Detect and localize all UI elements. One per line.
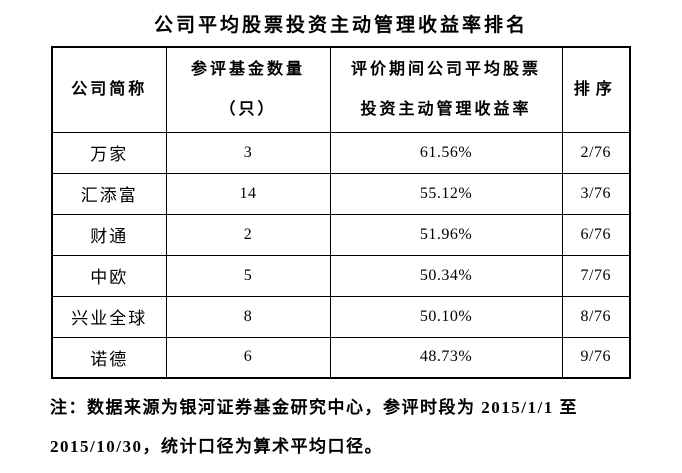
company-cell: 财通 xyxy=(51,213,167,256)
header-return-rate-line1: 评价期间公司平均股票 xyxy=(350,60,541,78)
fund-count-cell: 5 xyxy=(165,254,331,297)
return-cell: 50.10% xyxy=(329,295,563,338)
fund-count-cell: 14 xyxy=(165,172,331,215)
page-title: 公司平均股票投资主动管理收益率排名 xyxy=(153,15,528,36)
table-row: 财通 2 51.96% 6/76 xyxy=(51,213,631,256)
return-cell: 61.56% xyxy=(329,131,563,174)
fund-count-cell: 3 xyxy=(165,131,331,174)
header-rank: 排序 xyxy=(561,46,631,133)
rank-cell: 2/76 xyxy=(561,131,631,174)
footnote-line2: 2015/10/30，统计口径为算术平均口径。 xyxy=(50,437,383,456)
fund-count-cell: 8 xyxy=(165,295,331,338)
rank-cell: 8/76 xyxy=(561,295,631,338)
table-row: 兴业全球 8 50.10% 8/76 xyxy=(51,295,631,338)
header-fund-count-line2: （只） xyxy=(219,100,277,118)
rank-cell: 7/76 xyxy=(561,254,631,297)
table-row: 万家 3 61.56% 2/76 xyxy=(51,131,631,174)
header-return-rate: 评价期间公司平均股票 投资主动管理收益率 xyxy=(329,46,563,133)
company-cell: 兴业全球 xyxy=(51,295,167,338)
footnote-line1: 注：数据来源为银河证券基金研究中心，参评时段为 2015/1/1 至 xyxy=(50,398,578,417)
table-header-row: 公司简称 参评基金数量 （只） 评价期间公司平均股票 投资主动管理收益率 排序 xyxy=(51,46,631,133)
table-row: 诺德 6 48.73% 9/76 xyxy=(51,336,631,379)
rank-cell: 3/76 xyxy=(561,172,631,215)
header-fund-count-line1: 参评基金数量 xyxy=(190,60,305,78)
company-cell: 万家 xyxy=(51,131,167,174)
table-row: 中欧 5 50.34% 7/76 xyxy=(51,254,631,297)
header-return-rate-line2: 投资主动管理收益率 xyxy=(360,100,532,118)
header-fund-count: 参评基金数量 （只） xyxy=(165,46,331,133)
return-cell: 50.34% xyxy=(329,254,563,297)
fund-count-cell: 6 xyxy=(165,336,331,379)
company-cell: 诺德 xyxy=(51,336,167,379)
footnote: 注：数据来源为银河证券基金研究中心，参评时段为 2015/1/1 至 2015/… xyxy=(50,388,650,466)
header-company: 公司简称 xyxy=(51,46,167,133)
return-cell: 55.12% xyxy=(329,172,563,215)
fund-count-cell: 2 xyxy=(165,213,331,256)
rank-cell: 6/76 xyxy=(561,213,631,256)
return-cell: 51.96% xyxy=(329,213,563,256)
return-cell: 48.73% xyxy=(329,336,563,379)
company-cell: 中欧 xyxy=(51,254,167,297)
table-row: 汇添富 14 55.12% 3/76 xyxy=(51,172,631,215)
company-cell: 汇添富 xyxy=(51,172,167,215)
rank-cell: 9/76 xyxy=(561,336,631,379)
ranking-table: 公司简称 参评基金数量 （只） 评价期间公司平均股票 投资主动管理收益率 排序 … xyxy=(51,46,631,379)
